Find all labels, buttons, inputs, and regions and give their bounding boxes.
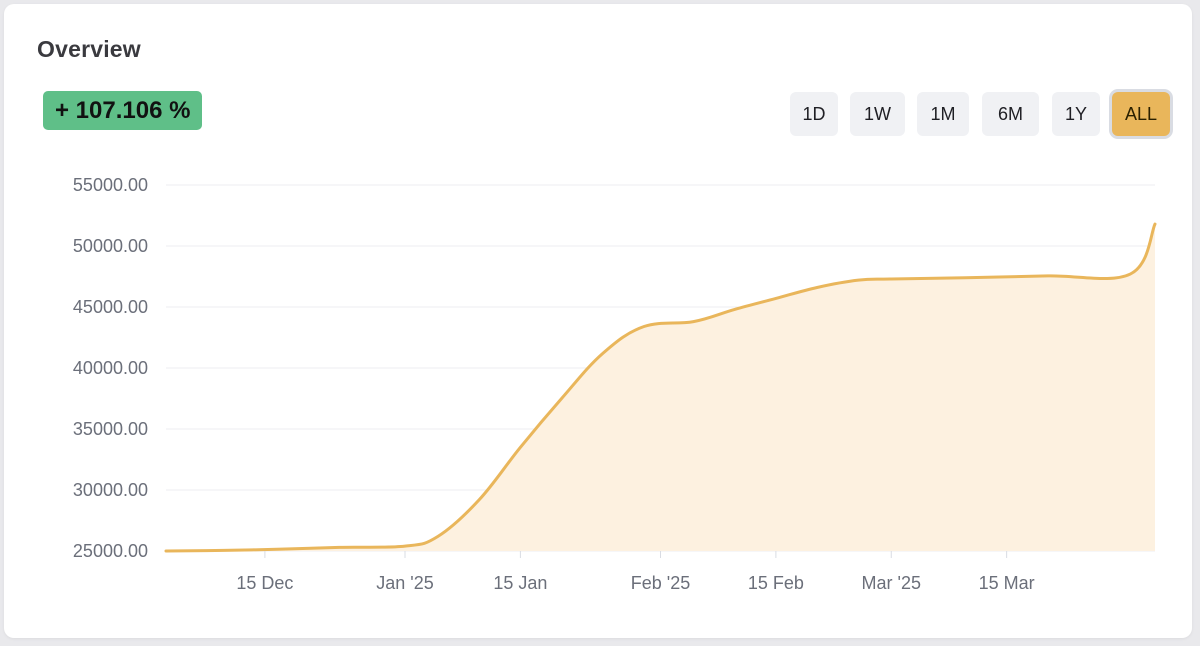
y-tick-label: 25000.00 (73, 541, 148, 561)
overview-card: Overview + 107.106 % 1D 1W 1M 6M 1Y ALL … (4, 4, 1192, 638)
x-tick-label: 15 Jan (493, 573, 547, 593)
range-button-6m[interactable]: 6M (982, 92, 1039, 136)
y-tick-label: 35000.00 (73, 419, 148, 439)
x-tick-label: Mar '25 (862, 573, 921, 593)
range-button-1m[interactable]: 1M (917, 92, 969, 136)
change-badge: + 107.106 % (43, 91, 203, 130)
y-tick-label: 55000.00 (73, 175, 148, 195)
range-button-1y[interactable]: 1Y (1052, 92, 1100, 136)
range-button-1w[interactable]: 1W (850, 92, 905, 136)
y-tick-label: 30000.00 (73, 480, 148, 500)
card-title: Overview (37, 36, 141, 62)
time-range-selector: 1D 1W 1M 6M 1Y ALL (4, 92, 1192, 138)
x-tick-label: 15 Dec (236, 573, 293, 593)
value-line (164, 222, 1157, 553)
range-button-1d[interactable]: 1D (790, 92, 838, 136)
x-tick-label: 15 Mar (979, 573, 1035, 593)
x-tick-label: 15 Feb (748, 573, 804, 593)
x-tick-label: Feb '25 (631, 573, 690, 593)
y-tick-label: 45000.00 (73, 297, 148, 317)
value-area-fill (166, 224, 1155, 552)
range-button-all[interactable]: ALL (1112, 92, 1170, 136)
portfolio-value-chart: 55000.00 50000.00 45000.00 40000.00 35000.00… (73, 175, 1157, 593)
y-tick-label: 50000.00 (73, 236, 148, 256)
y-tick-label: 40000.00 (73, 358, 148, 378)
x-tick-label: Jan '25 (376, 573, 433, 593)
